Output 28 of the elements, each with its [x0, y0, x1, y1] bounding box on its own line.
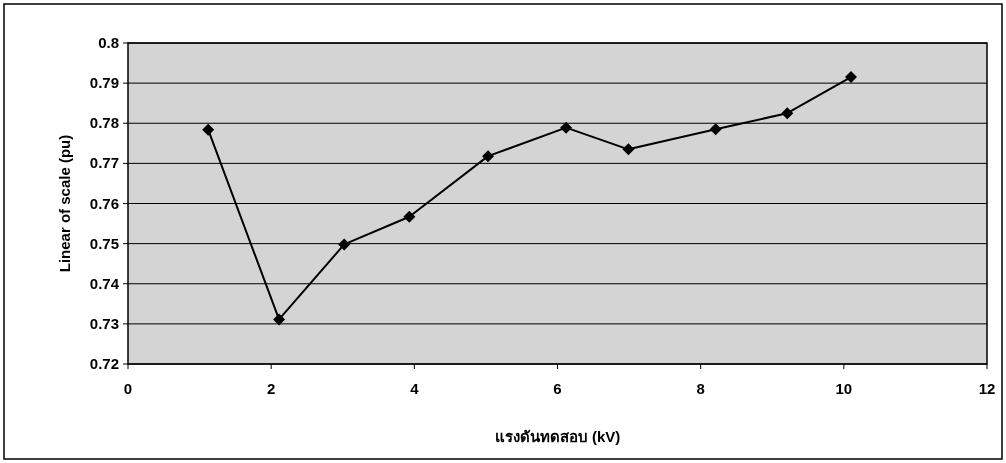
- y-tick-label: 0.77: [89, 154, 119, 172]
- point: [273, 313, 286, 326]
- y-tick-label: 0.74: [89, 274, 120, 292]
- x-tick-label: 4: [410, 380, 420, 397]
- x-tick-label: 6: [553, 380, 562, 397]
- x-tick-label: 0: [123, 380, 133, 397]
- point: [482, 150, 495, 163]
- x-tick-label: 12: [978, 380, 996, 397]
- x-tick-label: 2: [266, 380, 276, 397]
- y-tick-label: 0.72: [89, 355, 119, 372]
- point: [338, 238, 351, 251]
- y-tick-label: 0.79: [89, 74, 119, 92]
- point: [403, 210, 416, 223]
- y-tick-label: 0.8: [98, 34, 119, 51]
- point: [560, 121, 573, 134]
- point: [781, 107, 794, 120]
- point: [202, 123, 215, 136]
- point: [844, 71, 857, 84]
- x-tick-label: 10: [835, 380, 853, 397]
- x-tick-label: 8: [696, 380, 705, 397]
- point: [709, 123, 722, 136]
- y-tick-label: 0.78: [89, 114, 119, 132]
- y-axis-title: Linear of scale (pu): [56, 134, 73, 273]
- y-tick-label: 0.76: [89, 194, 119, 212]
- y-tick-label: 0.75: [89, 234, 119, 252]
- point: [622, 143, 635, 156]
- y-tick-label: 0.73: [89, 314, 119, 332]
- x-axis-title: แรงดันทดสอบ (kV): [494, 428, 621, 445]
